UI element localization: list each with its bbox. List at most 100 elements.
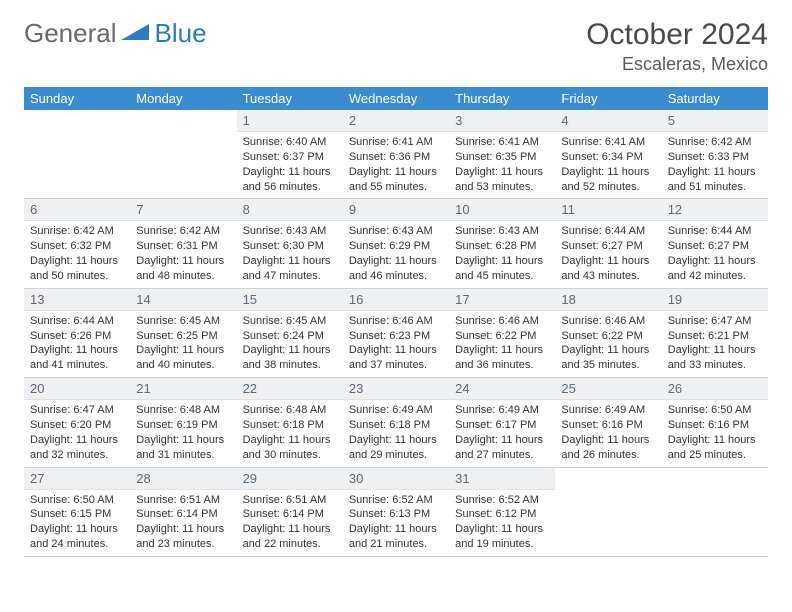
sunset-time: 6:34 PM	[602, 151, 643, 163]
calendar-week-row: 6Sunrise: 6:42 AMSunset: 6:32 PMDaylight…	[24, 199, 768, 288]
calendar-day-cell: 2Sunrise: 6:41 AMSunset: 6:36 PMDaylight…	[343, 110, 449, 199]
calendar-day-cell: 27Sunrise: 6:50 AMSunset: 6:15 PMDayligh…	[24, 467, 130, 556]
calendar-day-cell: 11Sunrise: 6:44 AMSunset: 6:27 PMDayligh…	[555, 199, 661, 288]
day-details: Sunrise: 6:43 AMSunset: 6:29 PMDaylight:…	[343, 221, 449, 287]
calendar-day-cell: 29Sunrise: 6:51 AMSunset: 6:14 PMDayligh…	[237, 467, 343, 556]
calendar-day-cell: ..	[130, 110, 236, 199]
day-number: 16	[343, 289, 449, 311]
day-details: Sunrise: 6:50 AMSunset: 6:16 PMDaylight:…	[662, 400, 768, 466]
day-number: 12	[662, 199, 768, 221]
sunrise-time: 6:46 AM	[605, 315, 645, 327]
sunset-time: 6:29 PM	[389, 240, 430, 252]
sunset-time: 6:26 PM	[70, 330, 111, 342]
day-number: 20	[24, 378, 130, 400]
sunset-time: 6:22 PM	[602, 330, 643, 342]
day-details: Sunrise: 6:42 AMSunset: 6:33 PMDaylight:…	[662, 132, 768, 198]
daylight-duration: 11 hours and 48 minutes.	[136, 255, 224, 282]
day-number: 14	[130, 289, 236, 311]
day-number: 27	[24, 468, 130, 490]
calendar-day-cell: 26Sunrise: 6:50 AMSunset: 6:16 PMDayligh…	[662, 378, 768, 467]
daylight-duration: 11 hours and 40 minutes.	[136, 344, 224, 371]
weekday-header: Monday	[130, 87, 236, 110]
daylight-duration: 11 hours and 25 minutes.	[668, 434, 756, 461]
brand-part1: General	[24, 18, 117, 49]
weekday-header: Saturday	[662, 87, 768, 110]
calendar-day-cell: 10Sunrise: 6:43 AMSunset: 6:28 PMDayligh…	[449, 199, 555, 288]
sunrise-time: 6:50 AM	[73, 494, 113, 506]
day-details: Sunrise: 6:45 AMSunset: 6:25 PMDaylight:…	[130, 311, 236, 377]
calendar-day-cell: 16Sunrise: 6:46 AMSunset: 6:23 PMDayligh…	[343, 288, 449, 377]
calendar-day-cell: 23Sunrise: 6:49 AMSunset: 6:18 PMDayligh…	[343, 378, 449, 467]
sunrise-time: 6:51 AM	[180, 494, 220, 506]
day-number: 5	[662, 110, 768, 132]
day-number: 8	[237, 199, 343, 221]
day-details: Sunrise: 6:49 AMSunset: 6:16 PMDaylight:…	[555, 400, 661, 466]
day-details: Sunrise: 6:48 AMSunset: 6:18 PMDaylight:…	[237, 400, 343, 466]
day-number: 1	[237, 110, 343, 132]
calendar-week-row: ....1Sunrise: 6:40 AMSunset: 6:37 PMDayl…	[24, 110, 768, 199]
sunrise-time: 6:47 AM	[711, 315, 751, 327]
sunrise-time: 6:52 AM	[499, 494, 539, 506]
day-details: Sunrise: 6:46 AMSunset: 6:22 PMDaylight:…	[449, 311, 555, 377]
calendar-day-cell: 30Sunrise: 6:52 AMSunset: 6:13 PMDayligh…	[343, 467, 449, 556]
sunset-time: 6:14 PM	[283, 508, 324, 520]
day-details: Sunrise: 6:50 AMSunset: 6:15 PMDaylight:…	[24, 490, 130, 556]
day-number: 7	[130, 199, 236, 221]
day-number: 25	[555, 378, 661, 400]
sunset-time: 6:33 PM	[708, 151, 749, 163]
day-details: Sunrise: 6:52 AMSunset: 6:12 PMDaylight:…	[449, 490, 555, 556]
sunrise-time: 6:44 AM	[711, 225, 751, 237]
sunset-time: 6:28 PM	[495, 240, 536, 252]
sunset-time: 6:18 PM	[389, 419, 430, 431]
day-details: Sunrise: 6:41 AMSunset: 6:34 PMDaylight:…	[555, 132, 661, 198]
daylight-duration: 11 hours and 53 minutes.	[455, 166, 543, 193]
day-details: Sunrise: 6:44 AMSunset: 6:27 PMDaylight:…	[662, 221, 768, 287]
daylight-duration: 11 hours and 52 minutes.	[561, 166, 649, 193]
weekday-header: Tuesday	[237, 87, 343, 110]
daylight-duration: 11 hours and 21 minutes.	[349, 523, 437, 550]
calendar-day-cell: 22Sunrise: 6:48 AMSunset: 6:18 PMDayligh…	[237, 378, 343, 467]
sunset-time: 6:14 PM	[177, 508, 218, 520]
sunrise-time: 6:48 AM	[286, 404, 326, 416]
sunset-time: 6:13 PM	[389, 508, 430, 520]
sunrise-time: 6:52 AM	[392, 494, 432, 506]
sunrise-time: 6:42 AM	[711, 136, 751, 148]
daylight-duration: 11 hours and 50 minutes.	[30, 255, 118, 282]
sunrise-time: 6:45 AM	[180, 315, 220, 327]
sunrise-time: 6:41 AM	[392, 136, 432, 148]
calendar-day-cell: ..	[24, 110, 130, 199]
sunrise-time: 6:45 AM	[286, 315, 326, 327]
calendar-day-cell: 9Sunrise: 6:43 AMSunset: 6:29 PMDaylight…	[343, 199, 449, 288]
day-number: 13	[24, 289, 130, 311]
calendar-day-cell: 31Sunrise: 6:52 AMSunset: 6:12 PMDayligh…	[449, 467, 555, 556]
month-title: October 2024	[586, 18, 768, 52]
calendar-day-cell: 3Sunrise: 6:41 AMSunset: 6:35 PMDaylight…	[449, 110, 555, 199]
weekday-header: Friday	[555, 87, 661, 110]
calendar-day-cell: 19Sunrise: 6:47 AMSunset: 6:21 PMDayligh…	[662, 288, 768, 377]
day-number: 29	[237, 468, 343, 490]
daylight-duration: 11 hours and 37 minutes.	[349, 344, 437, 371]
sunset-time: 6:35 PM	[495, 151, 536, 163]
sunset-time: 6:20 PM	[70, 419, 111, 431]
day-number: 9	[343, 199, 449, 221]
sunrise-time: 6:48 AM	[180, 404, 220, 416]
sunrise-time: 6:42 AM	[73, 225, 113, 237]
day-details: Sunrise: 6:44 AMSunset: 6:27 PMDaylight:…	[555, 221, 661, 287]
sunset-time: 6:21 PM	[708, 330, 749, 342]
day-number: 2	[343, 110, 449, 132]
day-details: Sunrise: 6:45 AMSunset: 6:24 PMDaylight:…	[237, 311, 343, 377]
day-details: Sunrise: 6:44 AMSunset: 6:26 PMDaylight:…	[24, 311, 130, 377]
daylight-duration: 11 hours and 38 minutes.	[243, 344, 331, 371]
day-details: Sunrise: 6:41 AMSunset: 6:36 PMDaylight:…	[343, 132, 449, 198]
daylight-duration: 11 hours and 27 minutes.	[455, 434, 543, 461]
calendar-day-cell: 13Sunrise: 6:44 AMSunset: 6:26 PMDayligh…	[24, 288, 130, 377]
calendar-header-row: SundayMondayTuesdayWednesdayThursdayFrid…	[24, 87, 768, 110]
sunrise-time: 6:44 AM	[73, 315, 113, 327]
daylight-duration: 11 hours and 30 minutes.	[243, 434, 331, 461]
brand-logo: General Blue	[24, 18, 207, 49]
title-block: October 2024 Escaleras, Mexico	[586, 18, 768, 75]
calendar-table: SundayMondayTuesdayWednesdayThursdayFrid…	[24, 87, 768, 557]
sunset-time: 6:24 PM	[283, 330, 324, 342]
sunrise-time: 6:43 AM	[286, 225, 326, 237]
sunrise-time: 6:43 AM	[392, 225, 432, 237]
